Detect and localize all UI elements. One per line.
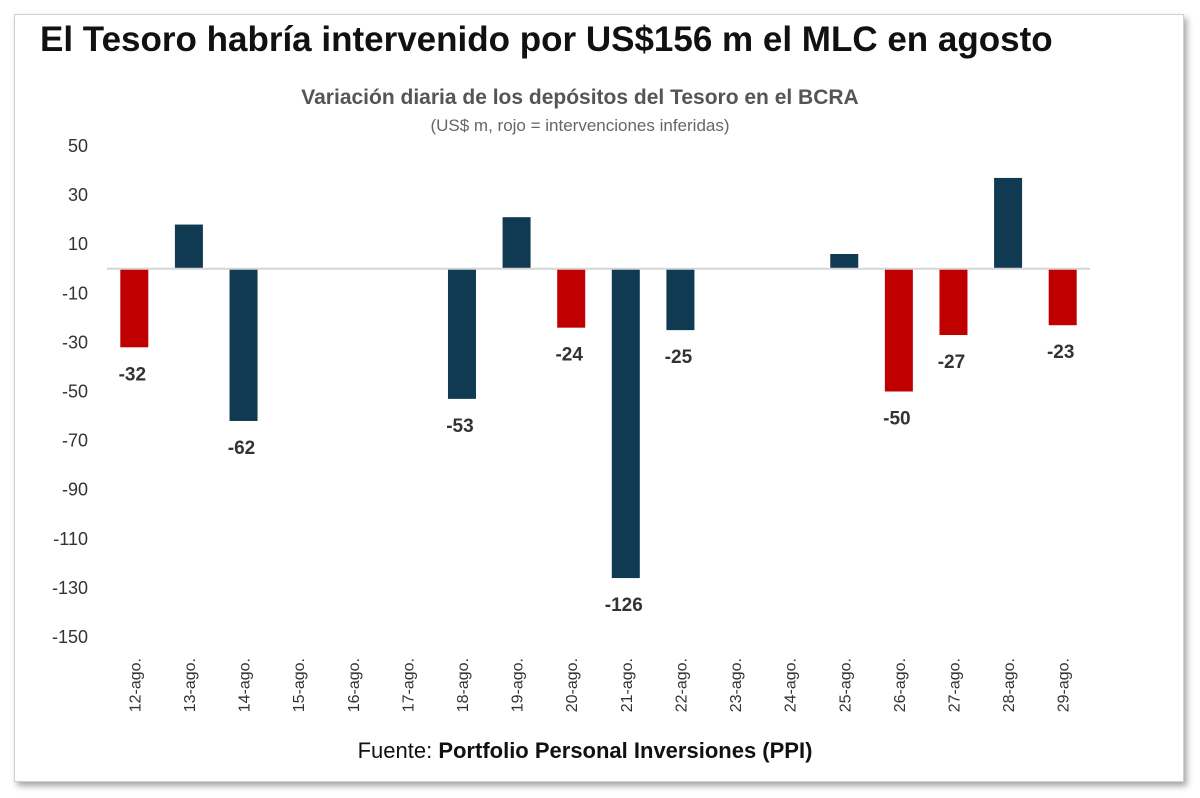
bar-21-ago <box>611 268 640 579</box>
chart-subtitle: (US$ m, rojo = intervenciones inferidas) <box>430 116 730 135</box>
x-category-label: 14-ago. <box>237 658 254 712</box>
data-label: -23 <box>1047 342 1074 363</box>
y-tick-label: -10 <box>62 283 88 303</box>
x-category-label: 27-ago. <box>946 658 963 712</box>
headline-title: El Tesoro habría intervenido por US$156 … <box>40 20 1053 59</box>
data-label: -32 <box>119 364 146 385</box>
y-tick-label: 50 <box>68 136 88 156</box>
x-category-label: 28-ago. <box>1001 658 1018 712</box>
x-category-label: 13-ago. <box>182 658 199 712</box>
y-tick-label: 30 <box>68 185 88 205</box>
bar-25-ago <box>830 254 859 269</box>
y-tick-label: 10 <box>68 234 88 254</box>
chart-frame <box>14 14 1184 782</box>
bar-27-ago <box>939 268 968 336</box>
x-category-label: 24-ago. <box>783 658 800 712</box>
y-tick-label: -50 <box>62 382 88 402</box>
source-line: Fuente: Portfolio Personal Inversiones (… <box>0 738 1170 764</box>
y-tick-label: -130 <box>52 578 88 598</box>
bar-22-ago <box>666 268 695 331</box>
data-label: -50 <box>883 409 910 430</box>
x-axis: 12-ago. 13-ago. 14-ago. 15-ago. 16-ago. 17-ag… <box>127 658 1072 712</box>
y-tick-label: -30 <box>62 332 88 352</box>
data-label: -25 <box>665 347 693 368</box>
x-category-label: 26-ago. <box>892 658 909 712</box>
x-category-label: 23-ago. <box>728 658 745 712</box>
x-category-label: 25-ago. <box>837 658 854 712</box>
bar-12-ago <box>120 268 149 348</box>
x-category-label: 18-ago. <box>455 658 472 712</box>
y-tick-label: -110 <box>53 529 88 549</box>
x-category-label: 20-ago. <box>564 658 581 712</box>
bar-19-ago <box>502 217 531 269</box>
data-label: -62 <box>228 438 255 459</box>
bar-20-ago <box>557 268 586 328</box>
x-category-label: 17-ago. <box>400 658 417 712</box>
x-category-label: 16-ago. <box>346 658 363 712</box>
bar-28-ago <box>994 177 1023 269</box>
x-category-label: 29-ago. <box>1056 658 1073 712</box>
source-prefix: Fuente: <box>357 738 439 763</box>
x-category-label: 19-ago. <box>510 658 527 712</box>
bar-18-ago <box>447 268 476 399</box>
bar-29-ago <box>1048 268 1077 326</box>
bar-13-ago <box>174 224 203 269</box>
x-category-label: 22-ago. <box>673 658 690 712</box>
y-tick-label: -150 <box>52 627 88 647</box>
source-name: Portfolio Personal Inversiones (PPI) <box>438 738 813 763</box>
y-axis: 50 30 10 -10 -30 -50 -70 -90 -110 -130 -150 <box>52 136 88 647</box>
data-labels-group: -32 -62 -53 -24 -126 -25 -50 -27 -23 <box>119 342 1075 616</box>
x-category-label: 12-ago. <box>127 658 144 712</box>
data-label: -126 <box>605 595 643 616</box>
y-tick-label: -90 <box>62 480 88 500</box>
data-label: -53 <box>446 416 473 437</box>
data-label: -24 <box>555 345 583 366</box>
x-category-label: 21-ago. <box>619 658 636 712</box>
bar-26-ago <box>884 268 913 392</box>
x-category-label: 15-ago. <box>291 658 308 712</box>
bar-14-ago <box>229 268 258 421</box>
data-label: -27 <box>938 352 965 373</box>
y-tick-label: -70 <box>62 431 88 451</box>
chart-title: Variación diaria de los depósitos del Te… <box>301 86 859 109</box>
bars-group <box>120 177 1077 579</box>
